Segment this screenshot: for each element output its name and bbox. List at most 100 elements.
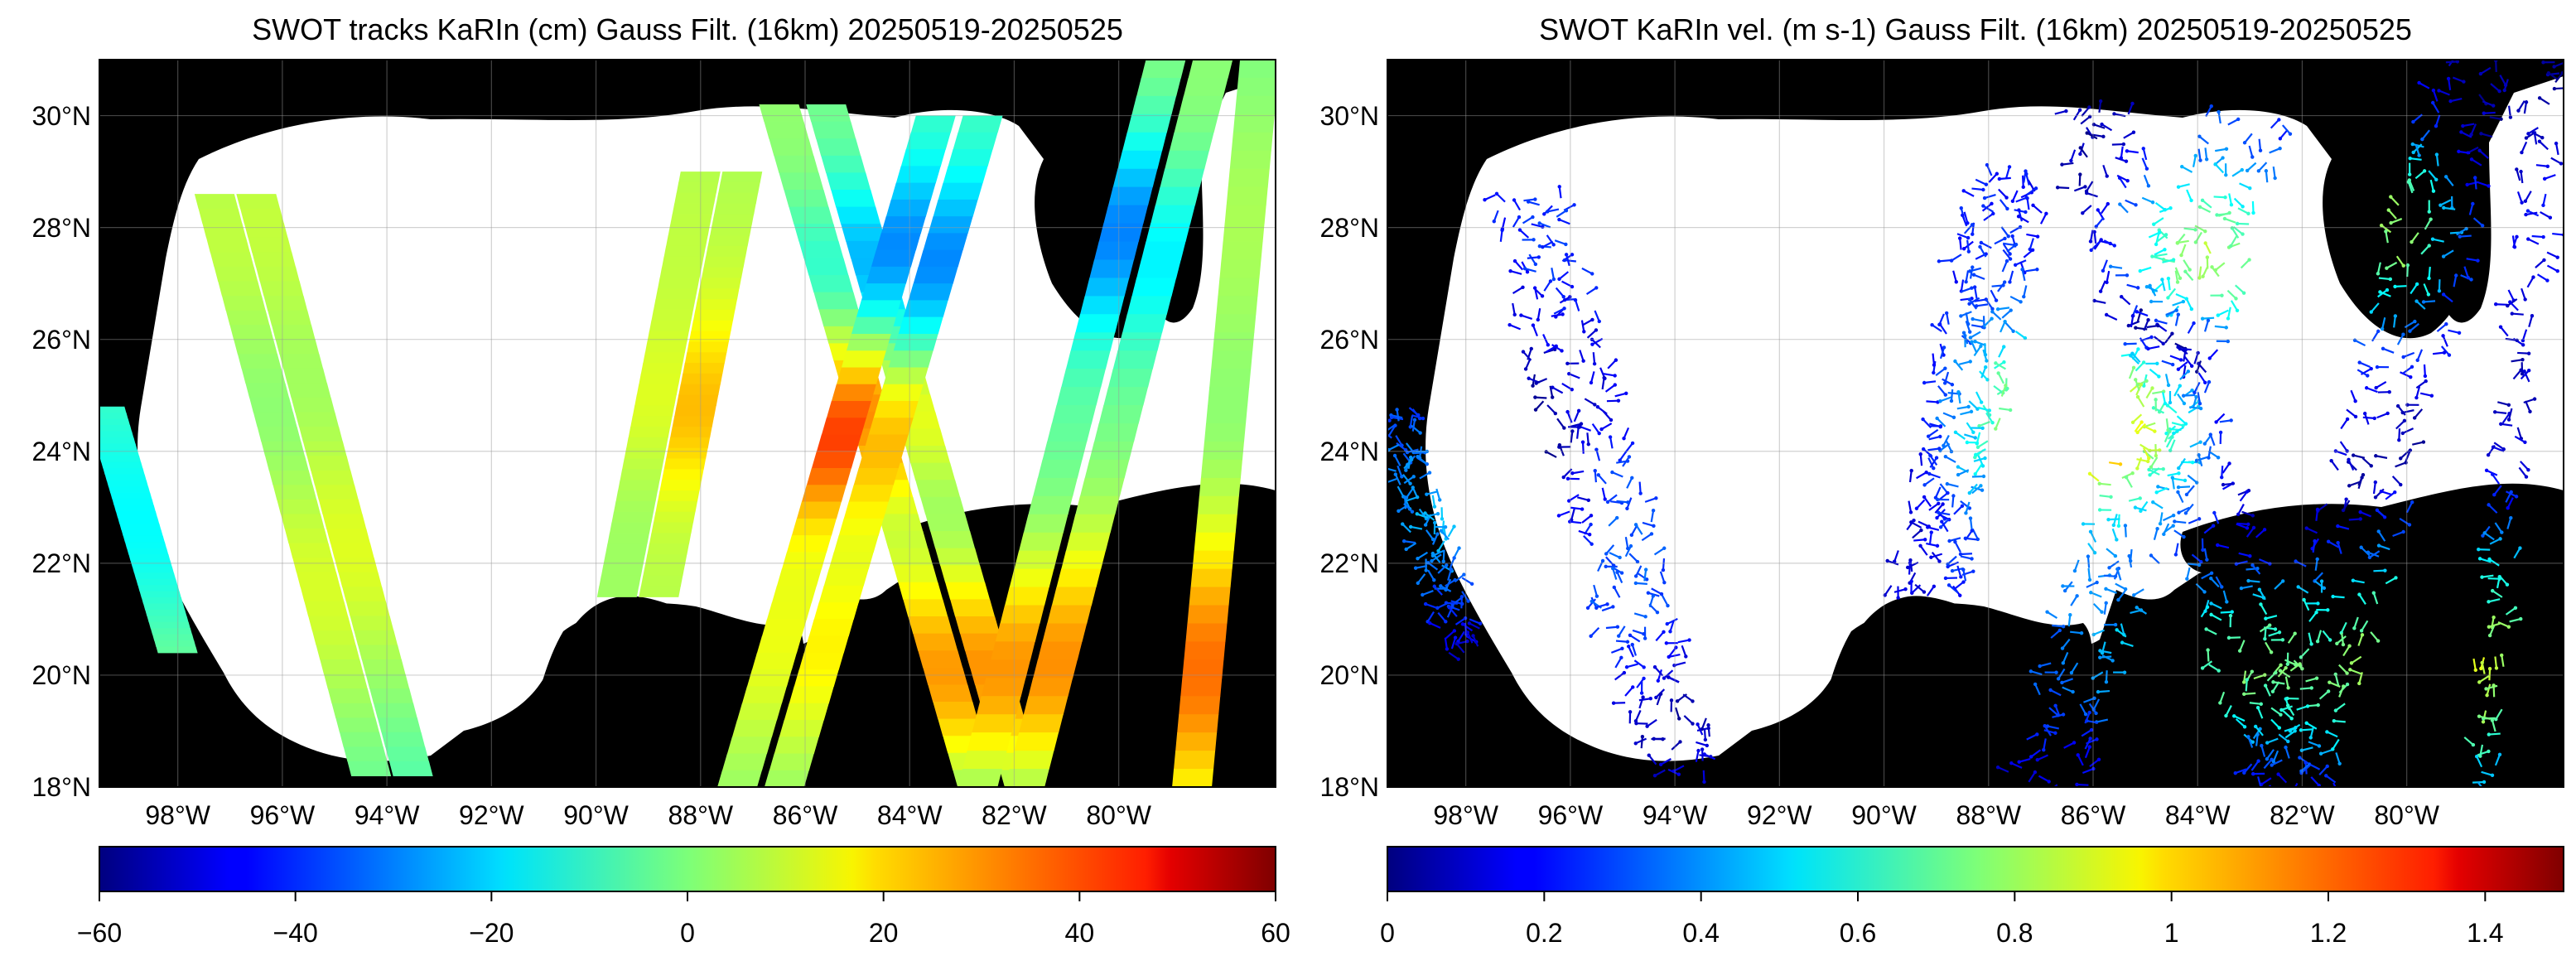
velocity-arrow — [2143, 319, 2149, 331]
velocity-arrow — [1957, 392, 1961, 404]
colorbar-tick-label: 1.2 — [2309, 918, 2347, 948]
velocity-arrow-head — [1924, 470, 1928, 475]
swath-segment — [1136, 259, 1181, 278]
velocity-arrow — [2158, 485, 2170, 490]
velocity-arrow-head — [2280, 638, 2285, 642]
velocity-arrow — [2527, 127, 2539, 135]
velocity-arrow-head — [2118, 462, 2123, 466]
velocity-arrow-head — [2510, 311, 2514, 316]
velocity-arrow-head — [1970, 340, 1974, 344]
velocity-arrow-head — [2455, 60, 2460, 64]
velocity-arrow-head — [2506, 625, 2511, 629]
velocity-arrow — [2410, 157, 2422, 161]
swath-segment — [124, 542, 167, 549]
velocity-arrow-head — [2308, 736, 2313, 740]
velocity-arrow-head — [2112, 112, 2116, 116]
velocity-arrow-head — [2163, 401, 2168, 406]
velocity-arrow — [2067, 615, 2072, 627]
velocity-arrow-head — [2411, 150, 2415, 155]
velocity-arrow — [2142, 447, 2150, 459]
velocity-arrow — [2357, 477, 2363, 490]
velocity-arrow — [2214, 163, 2225, 174]
velocity-arrow-head — [1453, 577, 1457, 582]
velocity-arrow-head — [2153, 429, 2157, 433]
velocity-arrow-head — [2229, 202, 2234, 207]
velocity-arrow — [2023, 171, 2027, 183]
swath-segment — [295, 412, 340, 427]
swath-segment — [1194, 532, 1236, 552]
swath-segment — [369, 688, 413, 704]
velocity-arrow-head — [1975, 537, 1980, 542]
velocity-arrow-head — [2293, 729, 2297, 733]
velocity-arrow-head — [1922, 380, 1927, 385]
velocity-arrow-head — [2270, 689, 2275, 693]
velocity-arrow — [1923, 380, 1937, 384]
velocity-arrow-head — [1966, 404, 1971, 409]
swath-segment — [938, 718, 983, 736]
velocity-arrow — [1510, 270, 1522, 275]
velocity-arrow-head — [1908, 558, 1913, 563]
velocity-arrow — [1940, 396, 1951, 403]
velocity-arrow-head — [2146, 184, 2151, 188]
swath-segment — [662, 469, 704, 480]
velocity-arrow-head — [1652, 524, 1656, 529]
velocity-arrow — [2429, 179, 2435, 191]
velocity-arrow-head — [1403, 495, 1407, 500]
velocity-arrow-head — [1413, 566, 1418, 570]
velocity-arrow-head — [1642, 631, 1646, 636]
swath-segment — [678, 171, 721, 183]
velocity-arrow-head — [2373, 495, 2378, 500]
velocity-arrow-head — [2183, 511, 2188, 515]
velocity-arrow-head — [2092, 696, 2096, 701]
swath-segment — [935, 548, 981, 566]
velocity-arrow-head — [1970, 557, 1974, 561]
velocity-arrow-head — [1512, 258, 1517, 263]
swath-segment — [910, 115, 956, 133]
velocity-arrow — [1655, 631, 1665, 642]
velocity-arrow — [2086, 738, 2097, 745]
velocity-arrow-head — [2277, 726, 2282, 730]
swath-segment — [156, 646, 198, 654]
velocity-arrow-head — [2400, 431, 2405, 436]
velocity-arrow — [2199, 205, 2212, 213]
swath-segment — [268, 310, 311, 326]
velocity-arrow-head — [2528, 409, 2532, 414]
velocity-arrow-head — [2345, 449, 2349, 453]
swath-segment — [1174, 751, 1216, 770]
velocity-arrow — [1947, 561, 1959, 568]
velocity-arrow — [1406, 487, 1414, 499]
velocity-arrow — [1975, 448, 1986, 456]
velocity-arrow — [2542, 193, 2547, 206]
velocity-arrow-head — [1643, 636, 1647, 640]
velocity-arrow-head — [2315, 507, 2320, 512]
swath-segment — [960, 633, 1006, 651]
velocity-arrow — [2121, 641, 2134, 647]
swath-segment — [893, 565, 938, 583]
velocity-arrow — [1633, 659, 1645, 669]
velocity-arrow-head — [1561, 312, 1565, 316]
velocity-arrow-head — [2108, 264, 2113, 268]
velocity-arrow — [1963, 224, 1973, 234]
velocity-arrow — [2482, 100, 2494, 107]
velocity-arrow — [1609, 437, 1614, 449]
velocity-arrow-head — [2176, 185, 2181, 189]
velocity-arrow — [1956, 233, 1969, 239]
velocity-arrow-head — [1631, 685, 1635, 689]
velocity-arrow-head — [2480, 660, 2484, 665]
velocity-arrow — [2452, 76, 2464, 83]
velocity-arrow-head — [1517, 228, 1522, 232]
swath-segment — [1190, 568, 1233, 588]
velocity-arrow — [1536, 378, 1548, 384]
velocity-arrow-head — [2485, 693, 2489, 698]
velocity-arrow-head — [2240, 167, 2244, 172]
velocity-arrow — [2120, 146, 2124, 158]
swath-segment — [751, 652, 797, 670]
velocity-arrow — [2128, 320, 2140, 327]
velocity-arrow — [2300, 762, 2311, 772]
swath-segment — [229, 325, 274, 340]
velocity-arrow — [1605, 544, 1615, 555]
velocity-arrow — [1998, 346, 2005, 358]
velocity-arrow — [2002, 242, 2015, 246]
velocity-arrow — [1522, 216, 1534, 225]
velocity-arrow — [2360, 546, 2371, 557]
